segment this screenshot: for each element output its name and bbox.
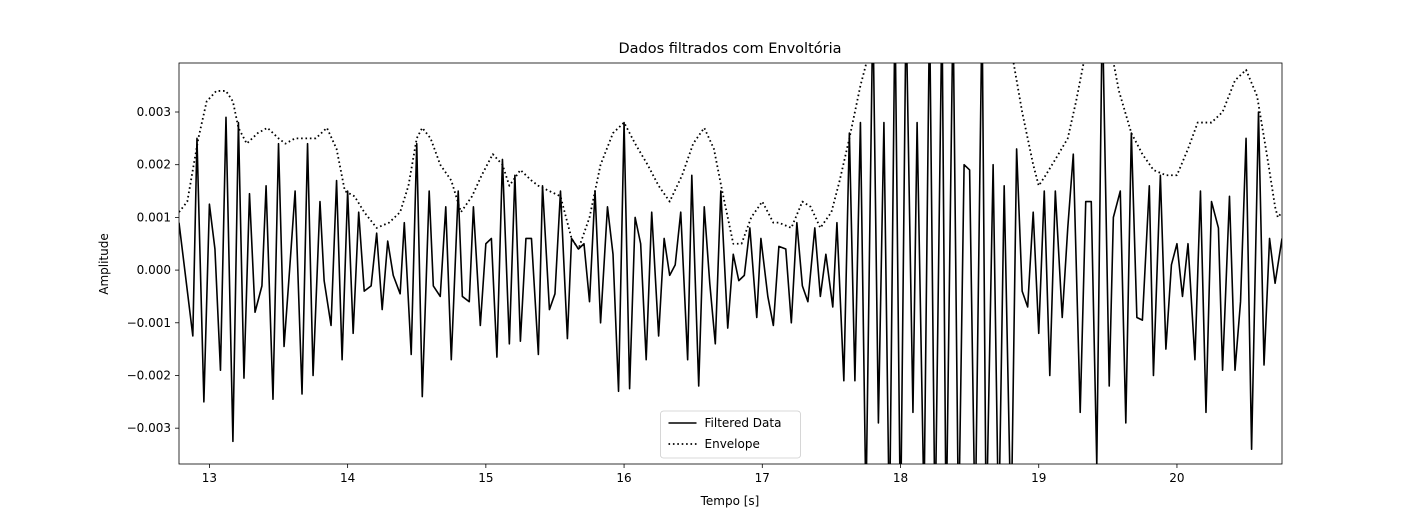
x-tick-label: 17 [755, 471, 770, 485]
legend-label: Filtered Data [705, 416, 782, 430]
x-tick-label: 19 [1031, 471, 1046, 485]
plot-lines [179, 63, 1282, 464]
plot-frame [178, 62, 1283, 465]
y-tick-label: 0.002 [137, 158, 171, 172]
y-tick-label: −0.003 [127, 421, 171, 435]
y-tick-label: −0.001 [127, 316, 171, 330]
x-tick-label: 16 [616, 471, 631, 485]
y-tick-label: 0.001 [137, 210, 171, 224]
x-tick-label: 13 [202, 471, 217, 485]
series-line [179, 63, 1282, 464]
y-axis-label: Amplitude [97, 233, 111, 295]
x-tick-label: 20 [1169, 471, 1184, 485]
legend-label: Envelope [705, 437, 760, 451]
x-tick-label: 15 [478, 471, 493, 485]
y-tick-label: 0.003 [137, 105, 171, 119]
y-tick-label: 0.000 [137, 263, 171, 277]
x-tick-label: 18 [893, 471, 908, 485]
x-axis-label: Tempo [s] [700, 494, 760, 508]
series-line [179, 63, 1282, 250]
chart-title: Dados filtrados com Envoltória [618, 41, 841, 57]
y-tick-label: −0.002 [127, 368, 171, 382]
x-tick-label: 14 [340, 471, 355, 485]
